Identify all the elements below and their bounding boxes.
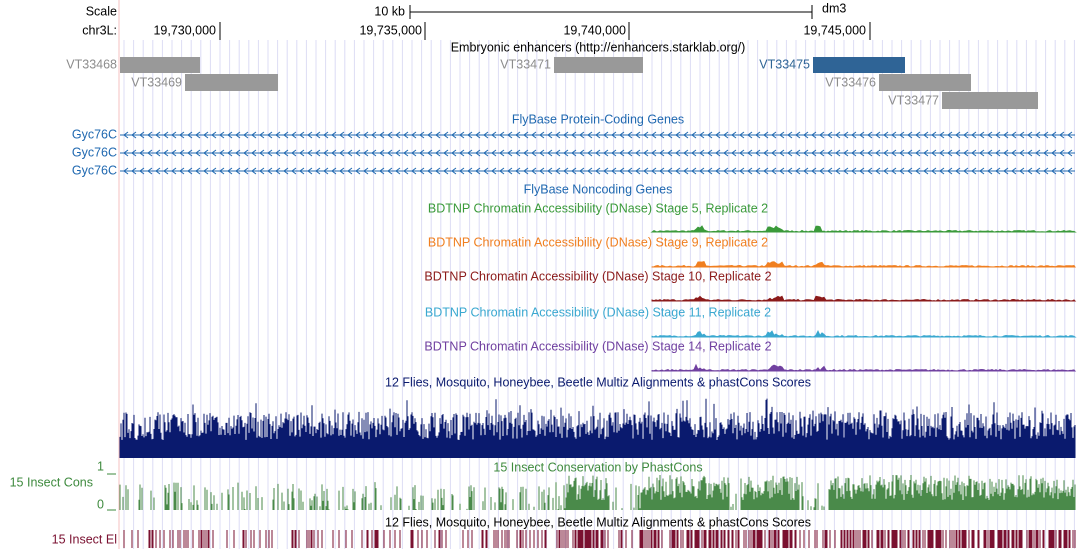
gene-label: Gyc76C [72,145,117,159]
enhancer-label: VT33469 [131,75,182,89]
enhancer-label: VT33471 [500,57,551,71]
phastcons-signal [119,475,1076,510]
position: 19,730,000 [153,23,216,37]
enhancer-label: VT33475 [759,57,810,71]
track-title: FlyBase Protein-Coding Genes [512,112,684,126]
grid [123,40,1075,549]
track-label: 15 Insect El [52,532,117,546]
enhancer[interactable] [554,57,643,73]
enhancer-label: VT33476 [825,75,876,89]
position: 19,735,000 [359,23,422,37]
enhancer[interactable] [879,74,971,91]
dnase-signal [651,363,1077,372]
enhancer[interactable] [120,57,200,73]
enhancer[interactable] [942,92,1038,109]
track-title: Embryonic enhancers (http://enhancers.st… [451,40,746,54]
track-label: 15 Insect Cons [10,475,93,489]
multiz-signal [119,398,1076,458]
position: 19,740,000 [563,23,626,37]
track-title: BDTNP Chromatin Accessibility (DNase) St… [425,305,771,319]
track-title: 12 Flies, Mosquito, Honeybee, Beetle Mul… [385,375,811,389]
track-title: BDTNP Chromatin Accessibility (DNase) St… [424,339,771,353]
axis-min: 0 [97,497,104,511]
dnase-signal [651,295,1077,302]
scale-label: Scale [86,4,117,18]
track-title: 12 Flies, Mosquito, Honeybee, Beetle Mul… [385,515,811,529]
dnase-signal [650,225,1077,233]
track-title: BDTNP Chromatin Accessibility (DNase) St… [428,235,768,249]
track-title: FlyBase Noncoding Genes [524,182,673,196]
enhancer-label: VT33477 [888,93,939,107]
conservation-tracks [119,398,1076,548]
assembly: dm3 [822,1,846,15]
position: 19,745,000 [803,23,866,37]
grid-lines [123,40,1075,549]
gene-model [120,131,1075,139]
conserved-elements [123,530,1076,548]
gene-model [120,167,1075,175]
chrom-label: chr3L: [82,23,117,37]
dnase-signal [651,261,1076,268]
gene-models [120,131,1075,175]
gene-label: Gyc76C [72,127,117,141]
enhancer[interactable] [813,57,905,73]
scale-bar-label: 10 kb [374,4,405,18]
track-title: BDTNP Chromatin Accessibility (DNase) St… [428,201,768,215]
axis-max: 1 [97,459,104,473]
gene-label: Gyc76C [72,163,117,177]
dnase-signals [650,225,1077,372]
ruler-ticks [219,22,871,40]
track-title: BDTNP Chromatin Accessibility (DNase) St… [424,269,771,283]
enhancer[interactable] [185,74,278,91]
dnase-signal [651,329,1077,338]
track-title: 15 Insect Conservation by PhastCons [493,460,702,474]
enhancer-label: VT33468 [66,57,117,71]
gene-model [120,149,1075,157]
